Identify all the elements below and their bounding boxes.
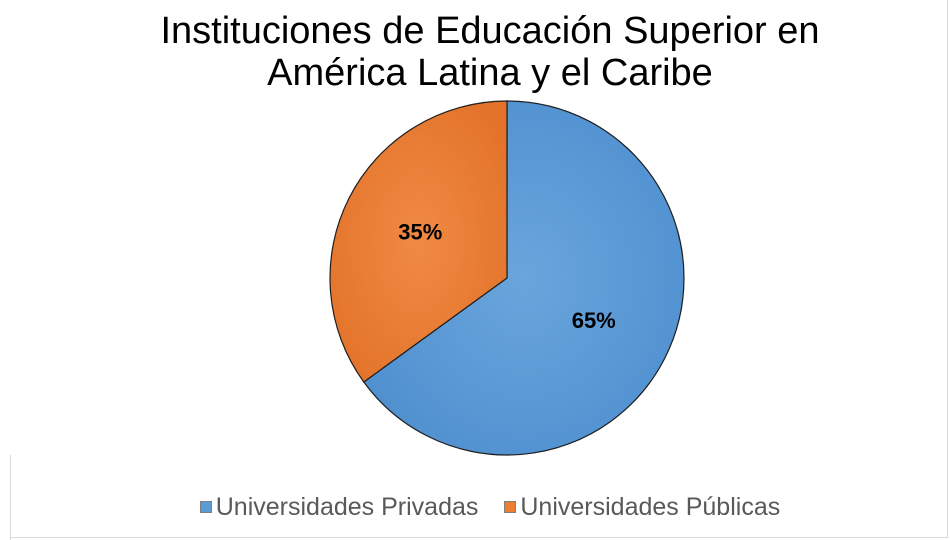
legend-swatch-publicas [504, 501, 517, 513]
pie-slice-privadas [362, 100, 685, 456]
chart-legend: Universidades Privadas Universidades Púb… [0, 490, 950, 524]
chart-frame-left-edge [10, 455, 11, 540]
legend-item-publicas: Universidades Públicas [504, 493, 780, 522]
chart-title-line-2: América Latina y el Caribe [267, 52, 713, 94]
data-label-privadas: 65% [572, 308, 616, 333]
chart-title: Instituciones de Educación Superior en A… [0, 10, 950, 94]
legend-label-publicas: Universidades Públicas [520, 492, 781, 521]
legend-item-privadas: Universidades Privadas [199, 492, 479, 522]
legend-swatch-privadas [199, 501, 212, 513]
legend-label-privadas: Universidades Privadas [215, 492, 479, 521]
data-label-publicas: 35% [398, 220, 442, 245]
pie-slice-publicas [329, 100, 508, 383]
chart-title-line-1: Instituciones de Educación Superior en [160, 10, 820, 52]
chart-frame [10, 0, 948, 538]
